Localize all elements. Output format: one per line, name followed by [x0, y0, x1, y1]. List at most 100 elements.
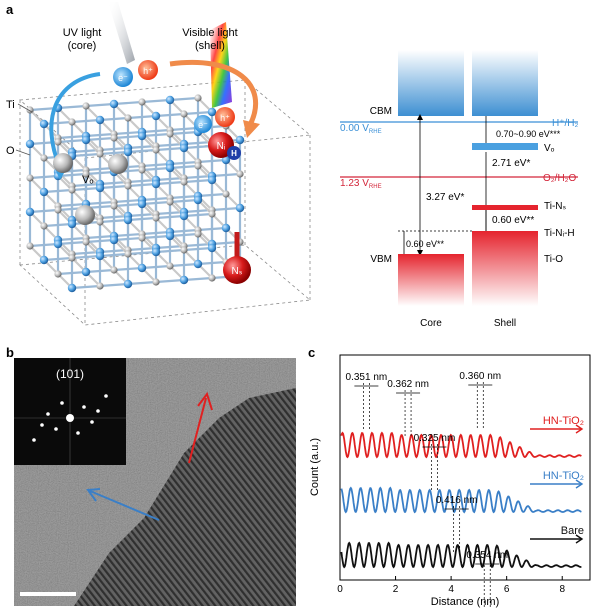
o-atom [165, 231, 175, 241]
h2-potential-label: 0.00 VRHE [340, 123, 382, 135]
crystal-structure: UV light (core) Visible light (shell) e⁻… [6, 2, 311, 326]
svg-text:e⁻: e⁻ [198, 120, 208, 130]
ti-atom [54, 138, 62, 146]
profile-curve-1 [340, 431, 582, 459]
cbm-label: CBM [370, 106, 392, 117]
svg-text:H: H [231, 149, 237, 158]
visible-excitation-arrow [169, 60, 258, 127]
o-atom [95, 183, 105, 193]
vo-level-label: Vₒ [544, 143, 555, 154]
x-tick-label: 8 [559, 584, 565, 595]
ti-atom [54, 206, 62, 214]
ti-atom [124, 182, 132, 190]
ti-atom [166, 198, 174, 206]
ti-atom [54, 270, 62, 278]
fft-spot [76, 431, 80, 435]
spacing-annotation: 0.351 nm [346, 372, 388, 383]
svg-text:Nᵢ: Nᵢ [217, 141, 226, 152]
o2-couple-label: O₂/H₂O [543, 173, 577, 184]
profile-curve-3 [340, 541, 582, 569]
core-conduction-band [398, 50, 464, 116]
x-tick-label: 2 [393, 584, 399, 595]
fft-spot [104, 394, 108, 398]
ti-ns-gap-label: 0.60 eV** [492, 215, 534, 226]
ti-atom [194, 94, 202, 102]
shell-label: Shell [494, 318, 516, 329]
o-atom [235, 203, 245, 213]
hole-shell [215, 107, 235, 127]
o-atom [179, 275, 189, 285]
o-atom [221, 155, 231, 165]
vo-level [472, 143, 538, 150]
fft-spot [32, 438, 36, 442]
o-atom [39, 119, 49, 129]
scale-bar [20, 592, 76, 596]
vo-label: Vₒ [82, 174, 94, 186]
ti-atom [110, 202, 118, 210]
hydrogen-atom [227, 146, 241, 160]
o-atom [53, 239, 63, 249]
oxygen-vacancy-site [53, 153, 73, 173]
ti-atom [68, 254, 76, 262]
hrtem-image: (101) [14, 358, 296, 606]
ti-atom [138, 166, 146, 174]
o-atom [39, 255, 49, 265]
o-atom [67, 219, 77, 229]
spacing-annotation: 0.354 nm [466, 550, 508, 561]
ti-atom [236, 170, 244, 178]
h2-couple-label: H⁺/H₂ [552, 118, 579, 129]
electron-shell [194, 115, 212, 133]
ti-atom [194, 230, 202, 238]
ti-atom [96, 218, 104, 226]
o-atom [179, 211, 189, 221]
ti-atom [208, 210, 216, 218]
ti-atom [96, 150, 104, 158]
x-axis-label: Distance (nm) [431, 596, 499, 608]
profile-curve-2 [340, 486, 582, 514]
plot-frame [339, 354, 591, 581]
o-atom [81, 135, 91, 145]
shell-conduction-band [472, 50, 538, 116]
o-atom [151, 179, 161, 189]
ti-atom [208, 274, 216, 282]
blue-arrow [89, 490, 160, 521]
spacing-annotation: 0.416 nm [436, 495, 478, 506]
ti-atom [82, 238, 90, 246]
svg-text:e⁻: e⁻ [118, 73, 128, 83]
o-atom [95, 115, 105, 125]
o-atom [151, 111, 161, 121]
spacing-annotation: 0.362 nm [387, 379, 429, 390]
fft-spot [54, 427, 58, 431]
ti-atom [152, 278, 160, 286]
panel-b-label: b [6, 345, 14, 360]
core-gap-label: 3.27 eV* [426, 192, 464, 203]
panel-c-label: c [308, 345, 316, 360]
vbm-label: VBM [370, 254, 392, 265]
ti-atom [82, 102, 90, 110]
series-label: HN-TiO₂ [543, 470, 584, 482]
o-atom [123, 279, 133, 289]
o-atom [109, 235, 119, 245]
substitutional-nitrogen-atom [223, 256, 251, 284]
lattice-atoms [25, 94, 245, 293]
spacing-annotation: 0.325 nm [414, 433, 456, 444]
o-atom [39, 187, 49, 197]
hole-core [138, 60, 158, 80]
uv-light-sublabel: (core) [68, 40, 97, 52]
svg-text:Nₛ: Nₛ [232, 266, 243, 277]
ti-o-label: Ti-O [544, 254, 563, 265]
ti-atom [40, 222, 48, 230]
uv-light-label: UV light [63, 27, 102, 39]
ti-atom [222, 190, 230, 198]
o2-potential-label: 1.23 VRHE [340, 178, 382, 190]
fft-spot [90, 420, 94, 424]
oxygen-vacancy-site [108, 154, 128, 174]
ti-atom [166, 130, 174, 138]
o-atom [81, 267, 91, 277]
vo-range-label: 0.70~0.90 eV*** [496, 129, 561, 139]
o-atom [235, 135, 245, 145]
profile-chart: 0 2 4 6 8 Distance (nm) Count (a.u.) HN-TiO₂… [309, 354, 591, 608]
o-atom [165, 163, 175, 173]
spacing-annotation: 0.360 nm [459, 371, 501, 382]
